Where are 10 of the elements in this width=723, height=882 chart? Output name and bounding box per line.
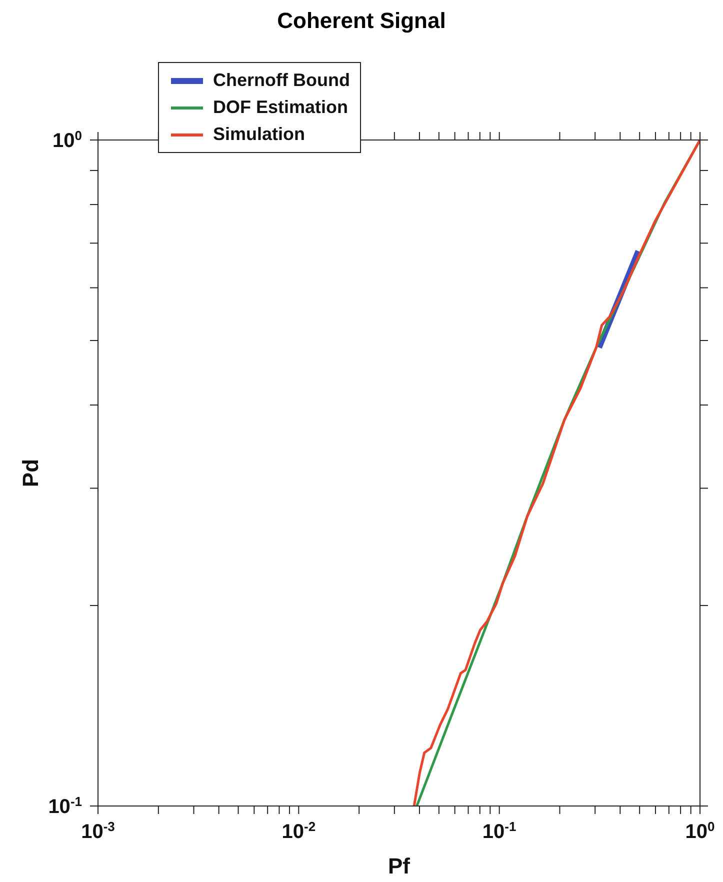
chart-title: Coherent Signal [276,8,447,35]
legend-label: Chernoff Bound [213,70,350,91]
legend-label: Simulation [213,124,306,145]
y-axis-title: Pd [18,458,43,488]
x-axis-title: Pf [388,854,411,879]
x-tick-label: 10$^{-3}$ [81,818,115,843]
legend-label: DOF Estimation [213,97,348,118]
x-tick-label: 10$^{-1}$ [482,818,516,843]
x-tick-label: 10$^{0}$ [685,818,715,843]
x-tick-label: 10$^{-2}$ [282,818,316,843]
